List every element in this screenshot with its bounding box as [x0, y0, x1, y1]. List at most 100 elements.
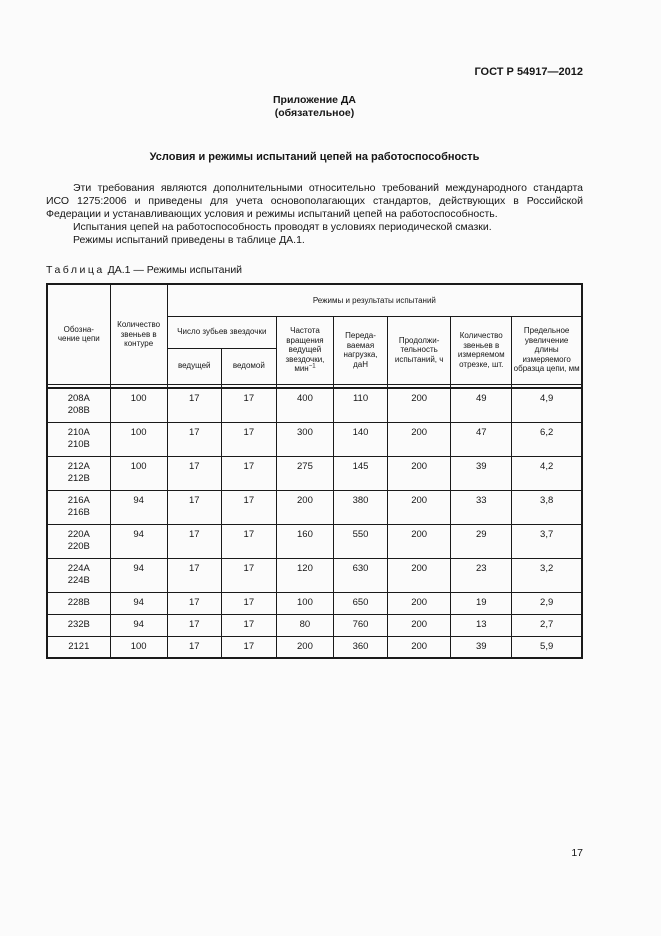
cell: 200: [387, 557, 452, 593]
cell: 100: [275, 591, 334, 615]
table-row: 208A 208B 100 17 17 400 110 200 49 4,9: [46, 387, 583, 423]
cell: 13: [450, 613, 513, 637]
col-header-measured-links: Количество звеньев в измеряемом отрезке,…: [450, 315, 513, 385]
cell: 2,7: [511, 613, 583, 637]
cell: 17: [166, 455, 222, 491]
col-header-driving: ведущей: [166, 347, 222, 385]
cell: 17: [220, 635, 277, 659]
cell: 380: [332, 489, 389, 525]
col-header-designation: Обозна- чение цепи: [46, 283, 111, 385]
cell-designation: 224A 224B: [46, 557, 111, 593]
appendix-label: Приложение ДА: [273, 94, 356, 106]
cell: 160: [275, 523, 334, 559]
cell: 17: [220, 387, 277, 423]
cell: 2,9: [511, 591, 583, 615]
table-row: 210A 210B 100 17 17 300 140 200 47 6,2: [46, 421, 583, 457]
cell: 200: [387, 421, 452, 457]
cell: 19: [450, 591, 513, 615]
cell: 94: [109, 591, 168, 615]
col-header-links-in-contour: Количество звеньев в контуре: [109, 283, 168, 385]
cell: 3,8: [511, 489, 583, 525]
table-row: 216A 216B 94 17 17 200 380 200 33 3,8: [46, 489, 583, 525]
cell: 360: [332, 635, 389, 659]
col-header-frequency: Частота вращения ведущей звездочки, мин−…: [275, 315, 334, 385]
cell: 4,9: [511, 387, 583, 423]
col-header-load: Переда-ваемая нагрузка, даН: [332, 315, 389, 385]
cell: 17: [166, 489, 222, 525]
table-row: 212A 212B 100 17 17 275 145 200 39 4,2: [46, 455, 583, 491]
cell: 400: [275, 387, 334, 423]
cell: 650: [332, 591, 389, 615]
cell: 200: [387, 387, 452, 423]
cell: 200: [387, 523, 452, 559]
cell: 17: [220, 613, 277, 637]
cell: 17: [220, 455, 277, 491]
cell: 140: [332, 421, 389, 457]
cell: 6,2: [511, 421, 583, 457]
cell-designation: 232B: [46, 613, 111, 637]
doc-number: ГОСТ Р 54917—2012: [474, 66, 583, 78]
page-number: 17: [571, 847, 583, 859]
table-caption-word: Таблица: [46, 264, 105, 276]
col-header-duration: Продолжи-тельность испытаний, ч: [387, 315, 452, 385]
cell: 94: [109, 523, 168, 559]
paragraph: Испытания цепей на работоспособность про…: [73, 221, 492, 233]
table-caption: Таблица ДА.1 — Режимы испытаний: [46, 264, 583, 277]
cell: 17: [166, 557, 222, 593]
table-row: 2121 100 17 17 200 360 200 39 5,9: [46, 635, 583, 659]
cell: 5,9: [511, 635, 583, 659]
cell: 94: [109, 613, 168, 637]
cell: 94: [109, 489, 168, 525]
cell: 3,7: [511, 523, 583, 559]
test-modes-table: Обозна- чение цепи Количество звеньев в …: [46, 283, 583, 659]
cell: 39: [450, 455, 513, 491]
cell: 17: [166, 613, 222, 637]
cell-designation: 208A 208B: [46, 387, 111, 423]
table-row: 220A 220B 94 17 17 160 550 200 29 3,7: [46, 523, 583, 559]
cell: 145: [332, 455, 389, 491]
cell-designation: 2121: [46, 635, 111, 659]
cell-designation: 212A 212B: [46, 455, 111, 491]
group-header-regimes: Режимы и результаты испытаний: [166, 283, 583, 317]
cell: 300: [275, 421, 334, 457]
appendix-heading: Приложение ДА (обязательное): [46, 94, 583, 120]
cell: 49: [450, 387, 513, 423]
paragraph: Режимы испытаний приведены в таблице ДА.…: [73, 234, 305, 246]
cell: 200: [387, 613, 452, 637]
cell: 94: [109, 557, 168, 593]
cell: 200: [275, 489, 334, 525]
cell: 3,2: [511, 557, 583, 593]
cell: 17: [166, 523, 222, 559]
cell: 200: [387, 455, 452, 491]
cell: 4,2: [511, 455, 583, 491]
superscript: −1: [308, 363, 316, 370]
cell: 17: [220, 591, 277, 615]
section-title: Условия и режимы испытаний цепей на рабо…: [149, 151, 480, 163]
cell: 33: [450, 489, 513, 525]
cell: 100: [109, 455, 168, 491]
col-header-driven: ведомой: [220, 347, 277, 385]
cell-designation: 216A 216B: [46, 489, 111, 525]
cell: 17: [166, 591, 222, 615]
cell: 17: [166, 387, 222, 423]
page-content: ГОСТ Р 54917—2012 Приложение ДА (обязате…: [46, 66, 583, 659]
table-row: 228B 94 17 17 100 650 200 19 2,9: [46, 591, 583, 615]
cell: 17: [166, 635, 222, 659]
cell: 39: [450, 635, 513, 659]
cell: 29: [450, 523, 513, 559]
cell: 275: [275, 455, 334, 491]
cell: 17: [166, 421, 222, 457]
cell: 630: [332, 557, 389, 593]
cell-designation: 210A 210B: [46, 421, 111, 457]
col-header-elongation: Предельное увеличение длины измеряемого …: [511, 315, 583, 385]
cell: 80: [275, 613, 334, 637]
cell: 17: [220, 557, 277, 593]
cell: 23: [450, 557, 513, 593]
cell: 200: [275, 635, 334, 659]
cell: 100: [109, 387, 168, 423]
cell: 200: [387, 635, 452, 659]
cell: 100: [109, 635, 168, 659]
cell: 17: [220, 523, 277, 559]
cell: 110: [332, 387, 389, 423]
